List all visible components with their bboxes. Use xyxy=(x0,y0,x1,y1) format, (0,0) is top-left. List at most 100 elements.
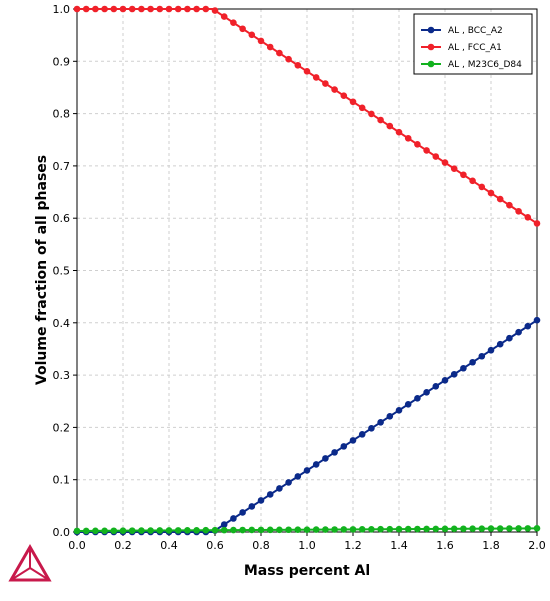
data-point xyxy=(165,527,173,534)
data-point xyxy=(506,334,513,342)
data-point xyxy=(349,437,357,444)
y-tick-label: 0.6 xyxy=(53,212,71,225)
data-point xyxy=(331,449,338,456)
grid-lines xyxy=(76,8,538,533)
data-point xyxy=(331,86,338,93)
data-point xyxy=(414,395,421,402)
data-point xyxy=(377,419,384,426)
data-point xyxy=(248,503,256,510)
data-point xyxy=(432,153,440,160)
data-point xyxy=(138,527,145,534)
data-point xyxy=(147,527,154,534)
y-tick-label: 0.3 xyxy=(53,369,71,382)
y-tick-label: 0.7 xyxy=(53,160,71,173)
data-point xyxy=(358,526,366,533)
data-point xyxy=(174,527,182,534)
x-tick-label: 0.6 xyxy=(206,539,224,552)
data-point xyxy=(349,98,357,106)
data-point xyxy=(184,527,191,534)
data-point xyxy=(515,328,522,336)
data-point xyxy=(395,128,403,136)
data-point xyxy=(119,527,127,534)
data-point xyxy=(460,525,467,533)
y-tick-label: 0.1 xyxy=(53,474,71,487)
data-point xyxy=(377,525,384,533)
data-point xyxy=(211,7,219,14)
data-point xyxy=(220,521,228,528)
data-point xyxy=(496,195,504,203)
data-point xyxy=(294,526,302,533)
x-tick-label: 1.4 xyxy=(390,539,408,552)
data-point xyxy=(294,61,302,69)
data-point xyxy=(276,49,283,57)
data-point xyxy=(312,526,320,533)
data-point xyxy=(496,525,504,532)
data-point xyxy=(257,526,265,534)
data-point xyxy=(156,527,164,534)
data-point xyxy=(322,526,329,533)
data-point xyxy=(202,5,210,13)
data-point xyxy=(450,370,458,378)
data-point xyxy=(368,425,375,432)
data-point xyxy=(303,526,311,533)
y-tick-label: 0.8 xyxy=(53,108,71,121)
data-point xyxy=(469,525,476,533)
data-point xyxy=(386,122,394,130)
data-point xyxy=(276,526,283,534)
data-point xyxy=(266,526,274,534)
data-point xyxy=(285,526,292,534)
x-tick-label: 2.0 xyxy=(528,539,546,552)
data-point xyxy=(524,525,532,532)
data-point xyxy=(386,413,394,420)
data-point xyxy=(340,92,348,99)
data-point xyxy=(184,5,191,13)
legend-swatch-marker xyxy=(427,60,435,68)
data-point xyxy=(92,5,99,13)
data-point xyxy=(469,358,476,366)
data-point xyxy=(496,340,504,348)
data-point xyxy=(487,189,495,197)
legend: AL , BCC_A2 AL , FCC_A1 AL , M23C6_D84 xyxy=(413,13,533,75)
data-point xyxy=(460,364,467,372)
data-point xyxy=(414,525,421,533)
legend-swatch-marker xyxy=(427,43,435,51)
data-point xyxy=(340,526,348,533)
data-point xyxy=(239,25,246,33)
data-point xyxy=(524,214,532,221)
data-point xyxy=(478,525,486,532)
data-point xyxy=(432,382,440,390)
data-point xyxy=(322,80,329,87)
data-point xyxy=(506,201,513,209)
data-point xyxy=(524,322,532,330)
data-point xyxy=(460,171,467,179)
data-point xyxy=(266,43,274,51)
data-point xyxy=(533,220,541,227)
data-point xyxy=(248,526,256,534)
data-point xyxy=(128,5,136,13)
axes xyxy=(73,8,538,536)
y-tick-label: 0.2 xyxy=(53,421,71,434)
data-point xyxy=(147,5,154,13)
data-point xyxy=(515,207,522,215)
data-point xyxy=(110,5,118,13)
data-point xyxy=(340,443,348,450)
thermo-calc-triangle-icon xyxy=(8,543,52,582)
data-point xyxy=(386,525,394,533)
data-point xyxy=(533,316,541,324)
data-point xyxy=(404,525,412,533)
data-point xyxy=(202,526,210,534)
data-point xyxy=(358,431,366,438)
data-point xyxy=(506,525,513,532)
data-point xyxy=(349,526,357,533)
data-point xyxy=(174,5,182,13)
data-point xyxy=(230,19,237,26)
x-tick-label: 1.6 xyxy=(436,539,454,552)
legend-item: AL , FCC_A1 xyxy=(421,43,502,53)
x-axis-title: Mass percent Al xyxy=(244,563,370,579)
data-point xyxy=(331,526,338,533)
legend-item: AL , M23C6_D84 xyxy=(421,60,522,70)
data-point xyxy=(82,5,90,13)
data-point xyxy=(441,376,449,384)
data-point xyxy=(441,525,449,533)
